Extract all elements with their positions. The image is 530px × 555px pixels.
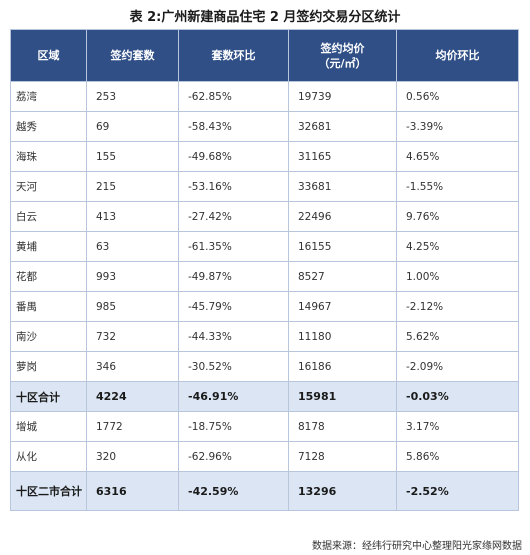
cell-price-mom: 4.65% bbox=[396, 141, 519, 172]
table-row: 白云 413 -27.42% 22496 9.76% bbox=[10, 201, 519, 232]
cell-units: 69 bbox=[86, 111, 179, 142]
cell-area: 荔湾 bbox=[10, 81, 87, 112]
cell-units: 215 bbox=[86, 171, 179, 202]
cell-price: 22496 bbox=[288, 201, 397, 232]
cell-area: 十区二市合计 bbox=[10, 471, 87, 511]
table-row: 番禺 985 -45.79% 14967 -2.12% bbox=[10, 291, 519, 322]
table-row: 南沙 732 -44.33% 11180 5.62% bbox=[10, 321, 519, 352]
cell-units: 993 bbox=[86, 261, 179, 292]
cell-units-mom: -53.16% bbox=[178, 171, 289, 202]
table-row: 海珠 155 -49.68% 31165 4.65% bbox=[10, 141, 519, 172]
header-price: 签约均价 （元/㎡） bbox=[288, 29, 397, 82]
cell-price: 15981 bbox=[288, 381, 397, 412]
cell-price: 7128 bbox=[288, 441, 397, 472]
cell-units: 732 bbox=[86, 321, 179, 352]
cell-price-mom: -2.09% bbox=[396, 351, 519, 382]
cell-units-mom: -27.42% bbox=[178, 201, 289, 232]
cell-area: 花都 bbox=[10, 261, 87, 292]
cell-units-mom: -58.43% bbox=[178, 111, 289, 142]
table-header-row: 区域 签约套数 套数环比 签约均价 （元/㎡） 均价环比 bbox=[10, 29, 519, 82]
cell-price-mom: 4.25% bbox=[396, 231, 519, 262]
table-row: 增城 1772 -18.75% 8178 3.17% bbox=[10, 411, 519, 442]
cell-price-mom: -0.03% bbox=[396, 381, 519, 412]
cell-units: 253 bbox=[86, 81, 179, 112]
table-row: 黄埔 63 -61.35% 16155 4.25% bbox=[10, 231, 519, 262]
cell-area: 从化 bbox=[10, 441, 87, 472]
header-area: 区域 bbox=[10, 29, 87, 82]
cell-units-mom: -49.68% bbox=[178, 141, 289, 172]
cell-price-mom: -2.52% bbox=[396, 471, 519, 511]
cell-units-mom: -18.75% bbox=[178, 411, 289, 442]
table-title: 表 2:广州新建商品住宅 2 月签约交易分区统计 bbox=[129, 10, 401, 25]
table-row: 从化 320 -62.96% 7128 5.86% bbox=[10, 441, 519, 472]
cell-units-mom: -44.33% bbox=[178, 321, 289, 352]
header-price-unit: （元/㎡） bbox=[318, 56, 367, 70]
table-row: 萝岗 346 -30.52% 16186 -2.09% bbox=[10, 351, 519, 382]
cell-price-mom: 3.17% bbox=[396, 411, 519, 442]
cell-area: 白云 bbox=[10, 201, 87, 232]
table-row: 天河 215 -53.16% 33681 -1.55% bbox=[10, 171, 519, 202]
cell-units: 1772 bbox=[86, 411, 179, 442]
cell-price-mom: 1.00% bbox=[396, 261, 519, 292]
total-row: 十区合计 4224 -46.91% 15981 -0.03% bbox=[10, 381, 519, 412]
cell-units: 346 bbox=[86, 351, 179, 382]
cell-area: 黄埔 bbox=[10, 231, 87, 262]
cell-area: 海珠 bbox=[10, 141, 87, 172]
cell-units-mom: -30.52% bbox=[178, 351, 289, 382]
cell-area: 十区合计 bbox=[10, 381, 87, 412]
cell-units: 320 bbox=[86, 441, 179, 472]
cell-price: 33681 bbox=[288, 171, 397, 202]
header-units-mom: 套数环比 bbox=[178, 29, 289, 82]
table-row: 花都 993 -49.87% 8527 1.00% bbox=[10, 261, 519, 292]
cell-price: 31165 bbox=[288, 141, 397, 172]
cell-price-mom: -1.55% bbox=[396, 171, 519, 202]
cell-units: 155 bbox=[86, 141, 179, 172]
cell-price: 16155 bbox=[288, 231, 397, 262]
cell-units-mom: -61.35% bbox=[178, 231, 289, 262]
cell-units: 4224 bbox=[86, 381, 179, 412]
cell-price: 16186 bbox=[288, 351, 397, 382]
cell-price: 11180 bbox=[288, 321, 397, 352]
sales-table: 区域 签约套数 套数环比 签约均价 （元/㎡） 均价环比 荔湾 253 -62.85… bbox=[10, 29, 519, 511]
cell-price: 8178 bbox=[288, 411, 397, 442]
header-units: 签约套数 bbox=[86, 29, 179, 82]
cell-units: 413 bbox=[86, 201, 179, 232]
cell-units-mom: -42.59% bbox=[178, 471, 289, 511]
cell-units-mom: -45.79% bbox=[178, 291, 289, 322]
cell-area: 越秀 bbox=[10, 111, 87, 142]
data-source-note: 数据来源：经纬行研究中心整理阳光家缘网数据 bbox=[312, 541, 522, 552]
cell-units: 63 bbox=[86, 231, 179, 262]
total-row: 十区二市合计 6316 -42.59% 13296 -2.52% bbox=[10, 471, 519, 511]
cell-units: 6316 bbox=[86, 471, 179, 511]
cell-price-mom: 5.86% bbox=[396, 441, 519, 472]
cell-units-mom: -46.91% bbox=[178, 381, 289, 412]
cell-units-mom: -62.85% bbox=[178, 81, 289, 112]
cell-area: 萝岗 bbox=[10, 351, 87, 382]
cell-area: 南沙 bbox=[10, 321, 87, 352]
cell-area: 番禺 bbox=[10, 291, 87, 322]
cell-price: 14967 bbox=[288, 291, 397, 322]
cell-price-mom: -2.12% bbox=[396, 291, 519, 322]
cell-units-mom: -62.96% bbox=[178, 441, 289, 472]
cell-area: 增城 bbox=[10, 411, 87, 442]
header-price-label: 签约均价 bbox=[320, 41, 365, 55]
cell-price: 32681 bbox=[288, 111, 397, 142]
cell-price: 8527 bbox=[288, 261, 397, 292]
header-price-mom: 均价环比 bbox=[396, 29, 519, 82]
table-row: 越秀 69 -58.43% 32681 -3.39% bbox=[10, 111, 519, 142]
cell-area: 天河 bbox=[10, 171, 87, 202]
cell-price-mom: 0.56% bbox=[396, 81, 519, 112]
cell-price-mom: 9.76% bbox=[396, 201, 519, 232]
cell-price-mom: -3.39% bbox=[396, 111, 519, 142]
table-row: 荔湾 253 -62.85% 19739 0.56% bbox=[10, 81, 519, 112]
cell-units-mom: -49.87% bbox=[178, 261, 289, 292]
cell-price-mom: 5.62% bbox=[396, 321, 519, 352]
cell-units: 985 bbox=[86, 291, 179, 322]
cell-price: 13296 bbox=[288, 471, 397, 511]
cell-price: 19739 bbox=[288, 81, 397, 112]
